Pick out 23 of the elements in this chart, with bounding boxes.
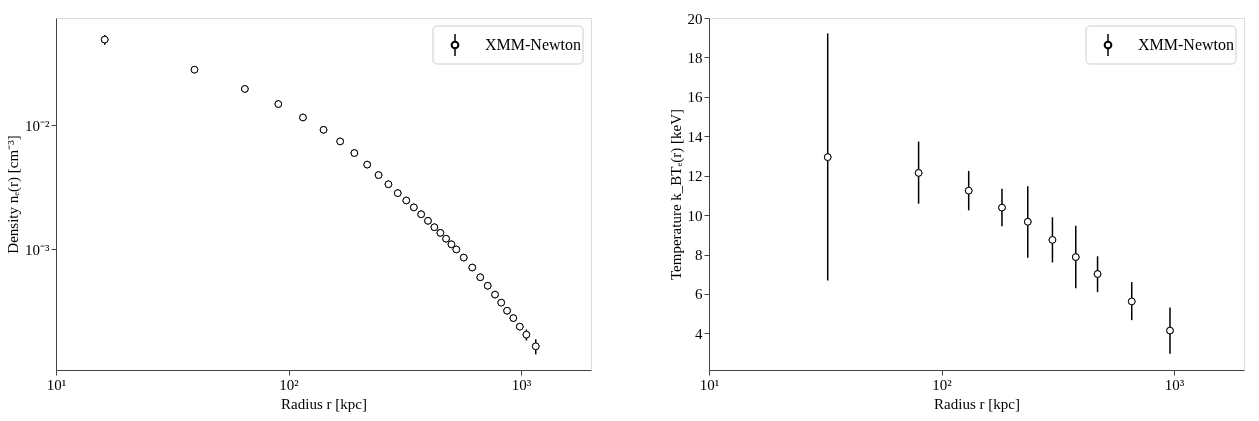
y-axis-title: Temperature k_BTₑ(r) [keV] [667,108,685,281]
x-axis-title: Radius r [kpc] [281,395,367,412]
y-tick-label: 16 [687,89,703,106]
x-axis-title: Radius r [kpc] [934,395,1020,412]
x-tick-label: 10¹ [46,376,67,393]
y-tick-label: 14 [687,128,703,145]
y-axis-title: Density nₑ(r) [cm⁻³] [5,135,22,254]
y-tick-label: 4 [695,325,703,342]
y-tick-label: 20 [687,10,703,27]
x-tick-label: 10³ [511,376,532,393]
legend-label: XMM-Newton [1138,36,1234,53]
y-tick-label: 10⁻² [25,117,50,134]
x-tick-label: 10² [932,376,953,393]
y-tick-label: 6 [695,286,703,303]
y-tick-label: 18 [687,49,703,66]
y-tick-label: 10⁻³ [25,241,50,258]
y-tick-label: 12 [687,168,703,185]
x-tick-label: 10² [279,376,300,393]
y-tick-label: 8 [695,247,703,264]
x-tick-label: 10³ [1164,376,1185,393]
y-tick-label: 10 [687,207,703,224]
x-tick-label: 10¹ [699,376,720,393]
legend-label: XMM-Newton [485,36,581,53]
